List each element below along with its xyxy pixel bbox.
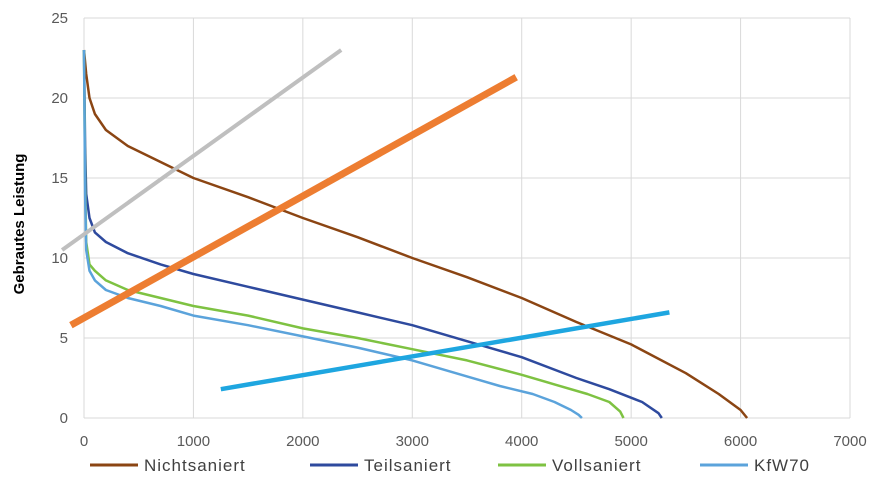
legend-label: Vollsaniert xyxy=(552,456,641,475)
y-tick-label: 0 xyxy=(60,410,68,427)
x-tick-label: 5000 xyxy=(614,433,647,450)
y-tick-label: 25 xyxy=(51,10,68,27)
trend-line xyxy=(60,48,343,252)
legend-label: KfW70 xyxy=(754,456,810,475)
y-tick-label: 20 xyxy=(51,90,68,107)
x-tick-label: 0 xyxy=(80,433,88,450)
series-line-teilsaniert xyxy=(82,49,663,419)
grid xyxy=(83,17,851,419)
series-line-vollsaniert xyxy=(82,49,625,419)
series-line-kfw70 xyxy=(82,49,583,419)
x-tick-label: 2000 xyxy=(286,433,319,450)
x-tick-label: 6000 xyxy=(724,433,757,450)
y-axis-label: Gebrautes Leistung xyxy=(11,154,28,295)
x-tick-label: 7000 xyxy=(833,433,866,450)
trend-line xyxy=(69,74,518,329)
legend-label: Teilsaniert xyxy=(364,456,452,475)
y-tick-label: 10 xyxy=(51,250,68,267)
axis-ticks: 0 1000 2000 3000 4000 5000 6000 7000 0 5 10 15 20 25 xyxy=(51,10,866,450)
trend-line xyxy=(220,310,670,392)
legend-label: Nichtsaniert xyxy=(144,456,246,475)
x-tick-label: 1000 xyxy=(177,433,210,450)
series-line-nichtsaniert xyxy=(82,49,749,419)
y-tick-label: 15 xyxy=(51,170,68,187)
plot-area xyxy=(60,48,749,419)
x-tick-label: 3000 xyxy=(396,433,429,450)
x-tick-label: 4000 xyxy=(505,433,538,450)
legend: Nichtsaniert Teilsaniert Vollsaniert KfW70 xyxy=(90,456,810,475)
y-tick-label: 5 xyxy=(60,330,68,347)
